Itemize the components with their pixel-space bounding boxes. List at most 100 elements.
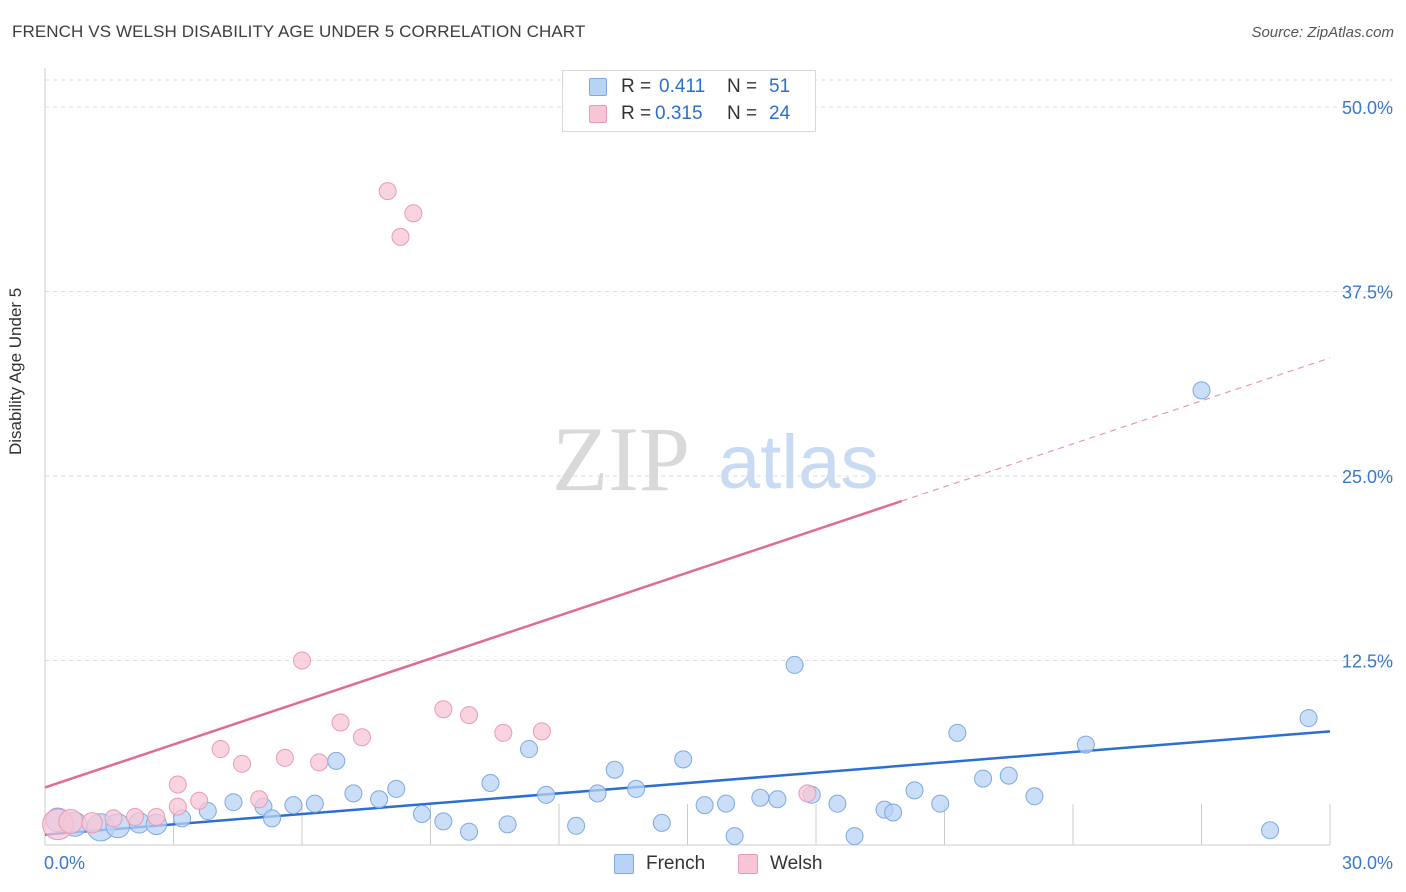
french-point (567, 816, 586, 835)
y-tick-label: 37.5% (1342, 283, 1393, 303)
french-legend-label: French (646, 853, 706, 874)
french-point (344, 784, 363, 803)
y-tick-label: 50.0% (1342, 98, 1393, 118)
legend-item-french: French (614, 852, 705, 876)
y-axis-label: Disability Age Under 5 (6, 287, 25, 455)
french-trend-line (44, 730, 1331, 836)
welsh-point (104, 809, 123, 828)
welsh-point (798, 784, 817, 803)
welsh-point (81, 812, 103, 834)
welsh-point (352, 728, 371, 747)
french-point (1299, 709, 1318, 728)
welsh-point (147, 807, 166, 826)
welsh-point (532, 722, 551, 741)
french-point (948, 723, 967, 742)
french-point (627, 779, 646, 798)
welsh-swatch (589, 105, 607, 123)
french-point (999, 766, 1018, 785)
welsh-point (58, 808, 84, 834)
welsh-point (125, 807, 144, 826)
french-point (768, 790, 787, 809)
french-point (717, 794, 736, 813)
french-point (537, 785, 556, 804)
french-point (588, 784, 607, 803)
french-point (725, 827, 744, 846)
french-point (327, 751, 346, 770)
watermark-atlas: atlas (718, 420, 879, 505)
welsh-r-label: R = (621, 103, 652, 124)
data-points (42, 182, 1318, 846)
french-point (460, 822, 479, 841)
french-point (931, 794, 950, 813)
french-point (905, 781, 924, 800)
welsh-point (211, 740, 230, 759)
french-r-label: R = (621, 76, 652, 97)
welsh-trend-line (44, 499, 903, 789)
french-point (481, 774, 500, 793)
french-point (1192, 381, 1211, 400)
french-point (1076, 735, 1095, 754)
french-point (1025, 787, 1044, 806)
french-point (263, 809, 282, 828)
french-point (884, 803, 903, 822)
french-point (785, 655, 804, 674)
french-point (1261, 821, 1280, 840)
watermark: ZIP atlas (552, 408, 879, 510)
french-point (695, 796, 714, 815)
correlation-legend: R = 0.411 N = 51 R = 0.315 N = 24 (562, 70, 816, 132)
french-r-value: 0.411 (659, 76, 706, 97)
french-point (370, 790, 389, 809)
welsh-point (168, 775, 187, 794)
welsh-point (434, 700, 453, 719)
welsh-point (190, 791, 209, 810)
welsh-trend-extension (901, 357, 1331, 502)
welsh-point (331, 713, 350, 732)
welsh-n-value: 24 (769, 103, 791, 124)
source-label: Source: ZipAtlas.com (1251, 24, 1394, 41)
french-point (974, 769, 993, 788)
welsh-point (250, 790, 269, 809)
welsh-r-value: 0.315 (655, 103, 703, 124)
french-point (845, 827, 864, 846)
french-point (305, 794, 324, 813)
welsh-point (460, 706, 479, 725)
trend-lines (44, 357, 1331, 836)
french-point (284, 796, 303, 815)
y-tick-label: 12.5% (1342, 652, 1393, 672)
welsh-point (275, 748, 294, 767)
welsh-legend-swatch (738, 854, 758, 874)
french-point (498, 815, 517, 834)
welsh-point (233, 754, 252, 773)
welsh-point (391, 227, 410, 246)
french-point (828, 794, 847, 813)
french-point (224, 793, 243, 812)
french-point (434, 812, 453, 831)
welsh-point (378, 182, 397, 201)
y-tick-label: 25.0% (1342, 467, 1393, 487)
french-swatch (589, 78, 607, 96)
welsh-point (494, 723, 513, 742)
welsh-point (293, 651, 311, 670)
watermark-zip: ZIP (552, 408, 690, 510)
french-point (387, 779, 406, 798)
french-point (674, 750, 693, 769)
x-tick-label: 30.0% (1342, 853, 1393, 873)
french-n-value: 51 (769, 76, 791, 97)
chart-title: FRENCH VS WELSH DISABILITY AGE UNDER 5 C… (12, 22, 586, 41)
x-tick-label: 0.0% (44, 853, 85, 873)
french-point (412, 805, 431, 824)
welsh-legend-label: Welsh (770, 853, 823, 874)
legend-item-welsh: Welsh (738, 852, 822, 876)
welsh-n-label: N = (727, 103, 758, 124)
french-point (652, 813, 671, 832)
welsh-point (310, 753, 329, 772)
french-point (751, 788, 770, 807)
welsh-point (404, 204, 423, 223)
tick-labels: 12.5% 25.0% 37.5% 50.0% 0.0% 30.0% (44, 98, 1393, 873)
french-n-label: N = (727, 76, 758, 97)
french-legend-swatch (614, 854, 634, 874)
grid-lines (45, 79, 1395, 661)
french-point (605, 760, 624, 779)
welsh-point (168, 797, 187, 816)
